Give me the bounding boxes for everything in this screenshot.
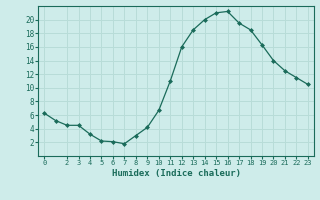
X-axis label: Humidex (Indice chaleur): Humidex (Indice chaleur) <box>111 169 241 178</box>
